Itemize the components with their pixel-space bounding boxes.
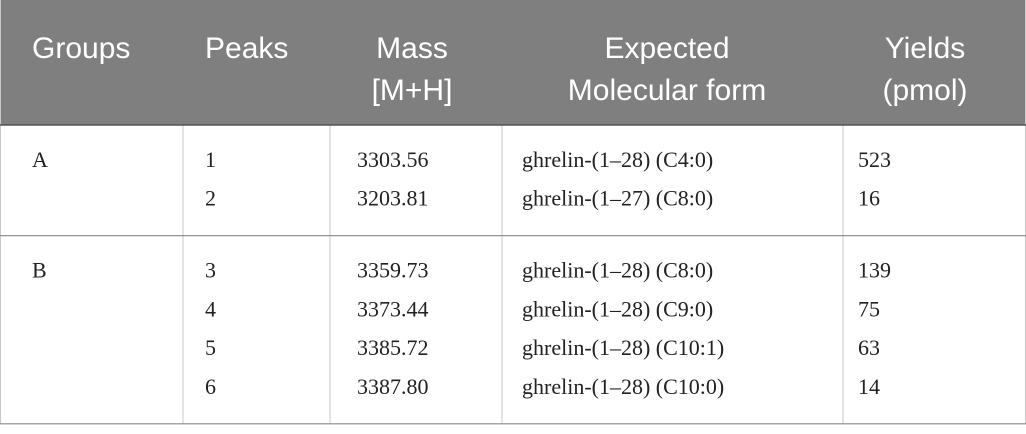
header-cell: Mass (376, 32, 448, 65)
header-cell: Expected (604, 32, 729, 65)
group-label: A (32, 147, 48, 172)
cell: 75 (858, 296, 880, 321)
header-cell: (pmol) (882, 74, 967, 107)
cell: 4 (205, 296, 216, 321)
group-label: B (32, 258, 47, 283)
cell: ghrelin-(1–27) (C8:0) (522, 186, 713, 211)
cell: 2 (205, 186, 216, 211)
cell: 3385.72 (357, 335, 429, 360)
cell: 5 (205, 335, 216, 360)
header-cell: [M+H] (372, 74, 453, 107)
cell: ghrelin-(1–28) (C8:0) (522, 258, 713, 283)
cell: 63 (858, 335, 880, 360)
header-cell: Peaks (205, 32, 288, 65)
header-cell: Yields (885, 32, 966, 65)
cell: 3359.73 (357, 258, 429, 283)
cell: ghrelin-(1–28) (C9:0) (522, 296, 713, 321)
cell: 3303.56 (357, 147, 429, 172)
cell: ghrelin-(1–28) (C10:0) (522, 374, 724, 399)
cell: 1 (205, 147, 216, 172)
header-cell: Groups (32, 32, 130, 65)
cell: ghrelin-(1–28) (C10:1) (522, 335, 724, 360)
cell: ghrelin-(1–28) (C4:0) (522, 147, 713, 172)
cell: 6 (205, 374, 216, 399)
cell: 3387.80 (357, 374, 429, 399)
cell: 3 (205, 258, 216, 283)
cell: 3373.44 (357, 296, 429, 321)
header-cell: Molecular form (568, 74, 766, 107)
cell: 3203.81 (357, 186, 429, 211)
cell: 14 (858, 374, 880, 399)
header-background (0, 0, 1026, 125)
cell: 139 (858, 258, 891, 283)
cell: 523 (858, 147, 891, 172)
cell: 16 (858, 186, 880, 211)
